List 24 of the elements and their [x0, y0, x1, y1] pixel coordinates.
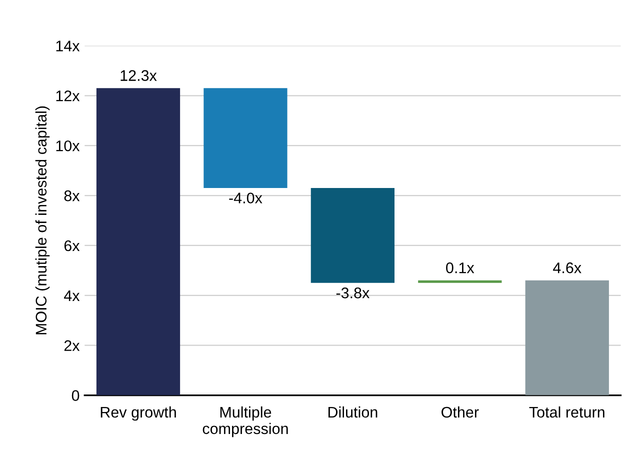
data-label: -4.0x [229, 192, 262, 204]
y-tick-label: 8x [64, 190, 80, 202]
x-tick-label: Total return [529, 406, 604, 418]
x-tick-label: Multiple compression [202, 406, 288, 438]
bar [96, 88, 180, 396]
y-tick-label: 10x [56, 140, 80, 152]
bar [310, 188, 394, 283]
bar [418, 280, 502, 283]
y-tick-label: 2x [64, 340, 80, 351]
data-label: 4.6x [553, 262, 582, 274]
data-label: 0.1x [446, 262, 474, 274]
y-tick-label: 12x [56, 90, 80, 102]
y-tick-label: 6x [64, 240, 80, 252]
y-tick-label: 14x [56, 40, 80, 52]
bar [204, 88, 288, 188]
y-axis-title: MOIC (mutiple of invested capital) [35, 106, 50, 334]
x-tick-label: Rev growth [100, 406, 176, 421]
data-label: -3.8x [336, 288, 370, 298]
y-tick-label: 4x [64, 290, 80, 301]
x-tick-label: Dilution [328, 406, 378, 418]
y-tick-label: 0 [72, 390, 80, 401]
data-label: 12.3x [120, 70, 157, 81]
x-tick-label: Other [442, 406, 479, 418]
bar [525, 280, 609, 396]
